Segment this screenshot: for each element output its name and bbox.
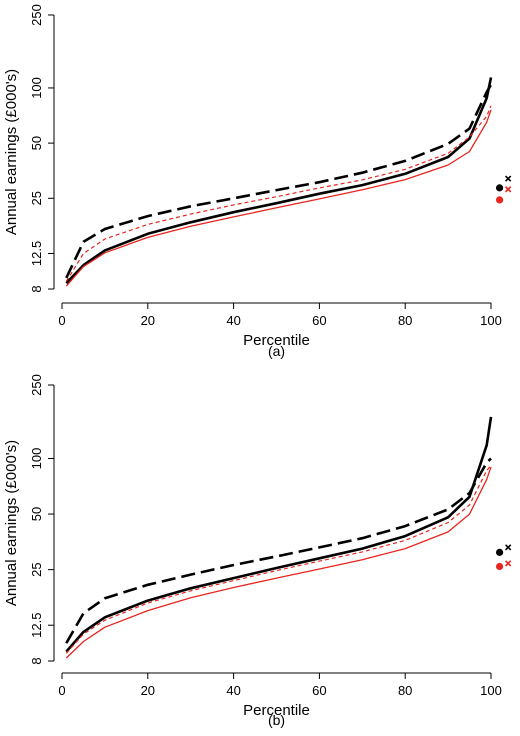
x-tick-label: 60 (312, 683, 326, 698)
y-axis-title: Annual earnings (£000's) (3, 440, 20, 606)
marker-cross-stroke (504, 544, 512, 551)
series-line-solid-black-thick (65, 77, 493, 285)
series-line-dashed-red-thin (65, 105, 492, 282)
y-tick-label: 250 (29, 4, 44, 26)
x-tick-label: 0 (58, 683, 65, 698)
y-tick-label: 12.5 (29, 241, 44, 266)
marker-circle (495, 184, 504, 192)
marker-cross-stroke (504, 175, 512, 182)
y-tick-label: 8 (29, 285, 44, 292)
x-tick-label: 20 (141, 313, 155, 328)
y-tick-label: 100 (29, 77, 44, 99)
panel-label: (b) (268, 712, 285, 728)
marker-circle (495, 562, 504, 571)
x-tick-label: 60 (312, 313, 326, 328)
marker-cross (504, 560, 512, 567)
x-axis-title: Percentile (243, 702, 310, 719)
y-tick-label: 50 (29, 507, 44, 521)
chart-panel-b: 0 20 40 60 80 100 8 12.5 25 50 100 250 Percentile Ann… (3, 374, 512, 728)
y-tick-label: 25 (29, 562, 44, 576)
panel-label: (a) (268, 343, 285, 359)
series-line-solid-black-thick (65, 416, 493, 653)
marker-cross-stroke (504, 560, 512, 567)
x-tick-label: 0 (58, 313, 65, 328)
series-line-dashed-black-thick (65, 457, 492, 644)
chart-panel-a: 0 20 40 60 80 100 8 12.5 25 50 100 250 Percentile Ann… (3, 4, 512, 359)
y-tick-label: 100 (29, 448, 44, 470)
x-tick-label: 20 (141, 683, 155, 698)
series-line-solid-red-thin (65, 109, 492, 287)
marker-cross (504, 175, 512, 182)
marker-cross (504, 544, 512, 551)
marker-circle (495, 548, 504, 556)
y-tick-label: 50 (29, 136, 44, 150)
y-tick-label: 25 (29, 191, 44, 205)
marker-cross-stroke (504, 186, 512, 193)
series-line-dashed-red-thin (65, 464, 492, 654)
x-tick-label: 100 (480, 313, 502, 328)
series-line-dashed-black-thick (65, 84, 493, 279)
y-axis-title: Annual earnings (£000's) (3, 69, 20, 235)
y-tick-label: 12.5 (29, 613, 44, 638)
y-tick-label: 8 (29, 657, 44, 664)
x-tick-label: 80 (398, 683, 412, 698)
series-line-solid-red-thin (65, 466, 492, 659)
x-tick-label: 40 (226, 683, 240, 698)
marker-cross (504, 186, 512, 193)
marker-circle (495, 196, 504, 204)
x-tick-label: 80 (398, 313, 412, 328)
y-tick-label: 250 (29, 374, 44, 396)
x-axis-title: Percentile (243, 332, 310, 349)
x-tick-label: 40 (226, 313, 240, 328)
x-tick-label: 100 (480, 683, 502, 698)
